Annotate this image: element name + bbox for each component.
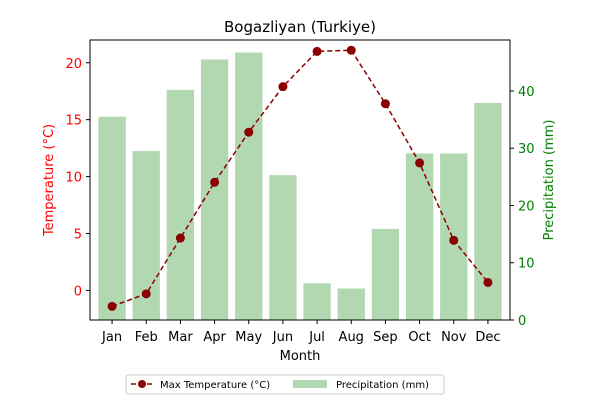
right-tick-label: 30 [518, 142, 535, 157]
right-tick-label: 20 [518, 199, 535, 214]
right-axis: 0 10 20 30 40 [510, 85, 535, 329]
left-axis: 0 5 10 15 20 [65, 57, 90, 299]
left-tick-label: 15 [65, 114, 82, 129]
x-tick-label: Apr [203, 330, 226, 345]
precip-bar-aug [337, 288, 365, 320]
x-axis: Jan Feb Mar Apr May Jun Jul Aug Sep Oct Nov Dec [101, 320, 500, 345]
temperature-line-path [111, 49, 489, 308]
right-tick-label: 0 [518, 314, 526, 329]
y-axis-left-label: Temperature (°C) [42, 124, 57, 237]
x-tick-label: Jun [272, 330, 293, 345]
temp-point-feb [141, 289, 151, 299]
temp-point-jul [312, 46, 322, 56]
temp-point-apr [210, 177, 220, 187]
precip-bar-sep [371, 228, 400, 320]
precip-bar-may [235, 52, 263, 320]
legend-temperature-marker [138, 380, 146, 388]
temp-point-dec [483, 277, 493, 287]
precip-bar-oct [405, 153, 434, 320]
legend-frame [125, 374, 445, 395]
precip-bar-apr [200, 59, 229, 321]
left-tick-label: 10 [65, 171, 82, 186]
legend-temperature-label: Max Temperature (°C) [160, 380, 270, 391]
temp-point-oct [415, 158, 425, 168]
x-tick-label: Jul [308, 330, 325, 345]
right-tick-label: 40 [518, 85, 535, 100]
left-tick-label: 20 [65, 57, 82, 72]
precip-bar-jun [269, 175, 297, 320]
x-tick-label: Jan [101, 330, 122, 345]
y-axis-right-label: Precipitation (mm) [542, 120, 557, 241]
precip-bar-mar [166, 89, 195, 320]
temp-point-mar [175, 233, 185, 243]
right-tick-label: 10 [518, 257, 535, 272]
x-axis-label: Month [280, 349, 321, 364]
legend-precipitation-label: Precipitation (mm) [336, 380, 429, 391]
plot-frame [89, 39, 511, 321]
x-tick-label: Dec [475, 330, 500, 345]
x-tick-label: Feb [135, 330, 158, 345]
temp-point-sep [380, 99, 390, 109]
x-tick-label: May [235, 330, 262, 345]
x-tick-label: Nov [441, 330, 467, 345]
x-tick-label: Aug [339, 330, 364, 345]
chart-title: Bogazliyan (Turkiye) [224, 18, 376, 36]
legend: Max Temperature (°C) Precipitation (mm) [125, 374, 445, 395]
precip-bar-jan [98, 116, 126, 320]
x-tick-label: Oct [408, 330, 430, 345]
temp-point-nov [449, 235, 459, 245]
precip-bar-jul [303, 283, 331, 320]
precipitation-bars [98, 52, 502, 321]
temp-point-may [244, 127, 254, 137]
temperature-line [107, 45, 493, 311]
x-tick-label: Sep [373, 330, 398, 345]
temp-point-aug [346, 45, 356, 55]
temp-point-jun [278, 82, 288, 92]
legend-precipitation-swatch [293, 380, 327, 388]
precip-bar-dec [474, 102, 502, 320]
temp-point-jan [107, 301, 117, 311]
left-tick-label: 0 [74, 284, 82, 299]
x-tick-label: Mar [168, 330, 193, 345]
left-tick-label: 5 [74, 227, 82, 242]
